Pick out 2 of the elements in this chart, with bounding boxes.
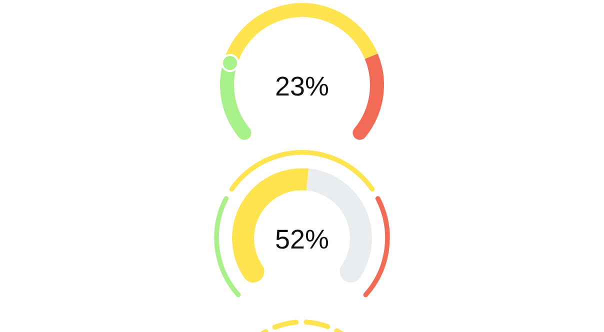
text: 52%: [274, 224, 330, 255]
text: 23%: [274, 71, 330, 102]
